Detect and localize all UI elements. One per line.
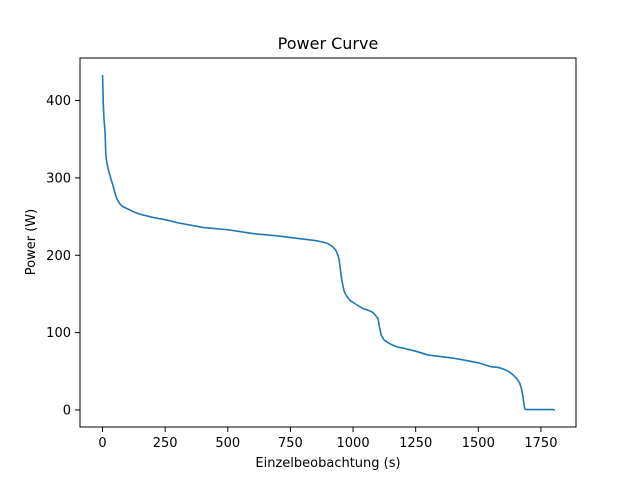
plot-frame (79, 57, 577, 428)
y-tick-label: 400 (46, 94, 71, 109)
series-line-power (101, 74, 556, 411)
plot-area (79, 57, 577, 428)
y-tick-label: 300 (46, 171, 71, 186)
y-axis: 0 100 200 300 400 (46, 94, 80, 418)
x-tick-label: 1000 (337, 436, 370, 451)
y-tick-label: 200 (46, 249, 71, 264)
x-tick-label: 500 (215, 436, 240, 451)
x-tick-label: 750 (278, 436, 303, 451)
x-tick-label: 1750 (524, 436, 557, 451)
x-tick-label: 1250 (399, 436, 432, 451)
x-axis: 0 250 500 750 1000 1250 1500 1750 (98, 427, 557, 451)
x-tick-label: 0 (98, 436, 106, 451)
y-axis-label: Power (W) (24, 209, 39, 275)
y-tick-label: 100 (46, 326, 71, 341)
chart-title: Power Curve (278, 34, 379, 53)
x-tick-label: 1500 (462, 436, 495, 451)
y-tick-label: 0 (63, 403, 71, 418)
x-axis-label: Einzelbeobachtung (s) (255, 456, 400, 471)
x-tick-label: 250 (153, 436, 178, 451)
